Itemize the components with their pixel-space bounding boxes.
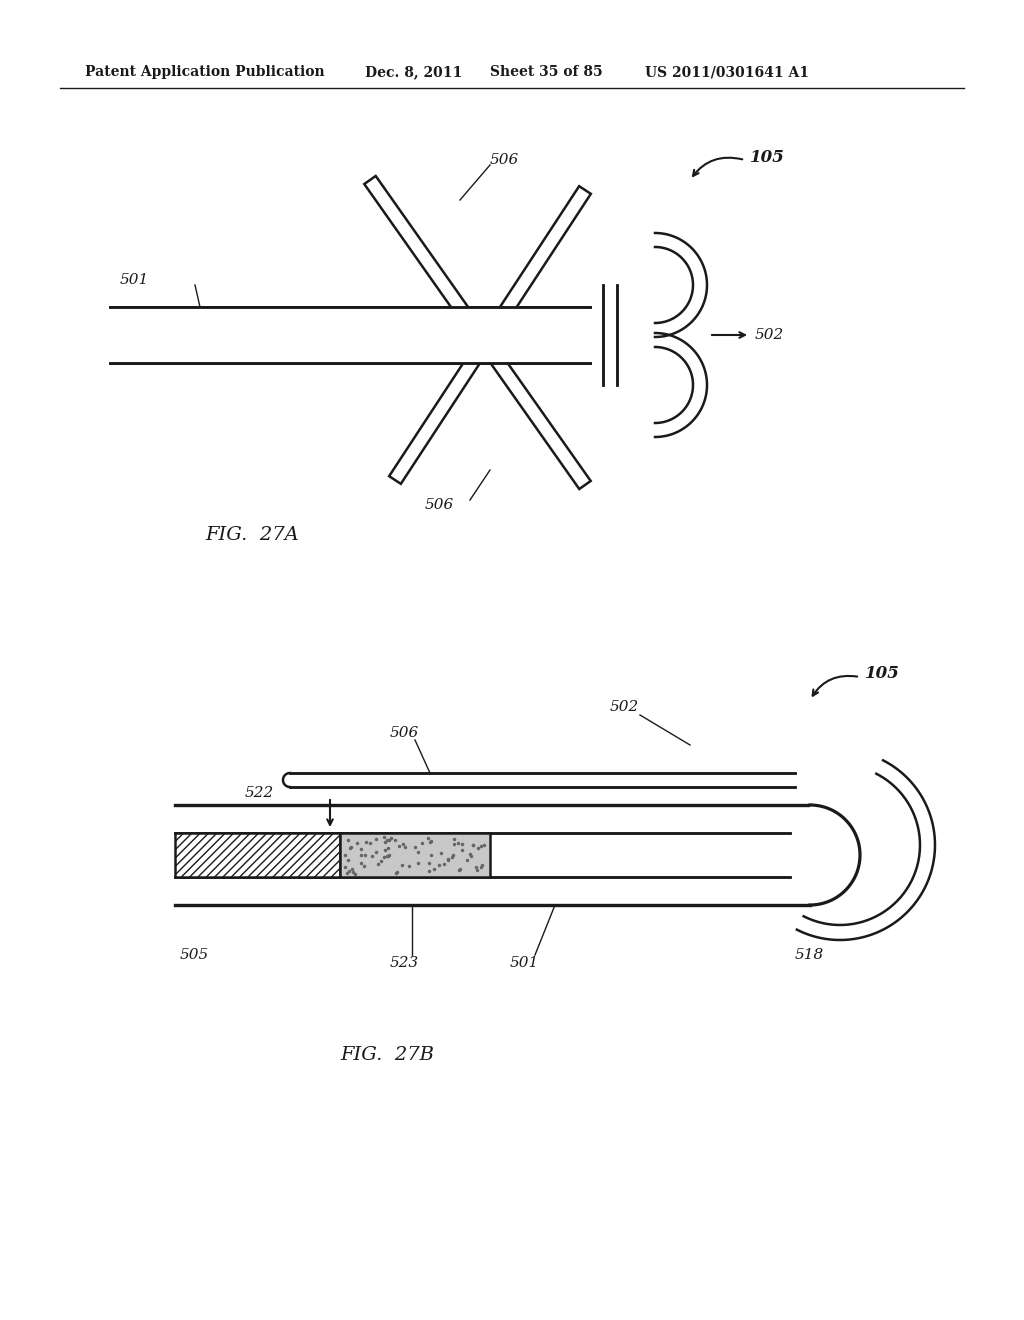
Bar [175,833,810,876]
Text: 506: 506 [425,498,455,512]
Text: US 2011/0301641 A1: US 2011/0301641 A1 [645,65,809,79]
Polygon shape [655,234,707,337]
Text: 502: 502 [755,327,784,342]
Text: 105: 105 [750,149,784,165]
Text: 501: 501 [120,273,150,286]
Text: FIG.  27B: FIG. 27B [340,1045,434,1064]
Text: Patent Application Publication: Patent Application Publication [85,65,325,79]
Bar [110,308,590,363]
Polygon shape [389,186,591,484]
Text: 501: 501 [510,956,540,970]
Text: FIG.  27A: FIG. 27A [205,525,299,544]
Bar [175,805,810,906]
Bar [175,833,340,876]
Bar [603,285,617,385]
Text: 105: 105 [865,664,900,681]
Text: Sheet 35 of 85: Sheet 35 of 85 [490,65,603,79]
Polygon shape [810,805,860,906]
Text: 518: 518 [795,948,824,962]
Text: 506: 506 [490,153,519,168]
Text: 523: 523 [390,956,419,970]
Bar [110,308,590,363]
Polygon shape [655,333,707,437]
Text: Dec. 8, 2011: Dec. 8, 2011 [365,65,462,79]
Text: 522: 522 [245,785,274,800]
Text: 506: 506 [390,726,419,741]
Polygon shape [365,176,591,488]
Text: 502: 502 [610,700,639,714]
Text: 505: 505 [180,948,209,962]
Polygon shape [797,760,935,940]
Bar [290,774,795,787]
Polygon shape [283,774,290,787]
Bar [340,833,490,876]
